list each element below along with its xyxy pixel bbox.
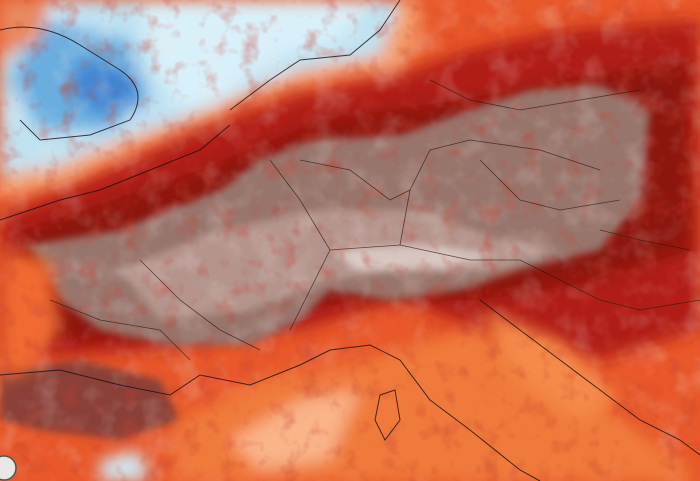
logo <box>0 455 17 481</box>
